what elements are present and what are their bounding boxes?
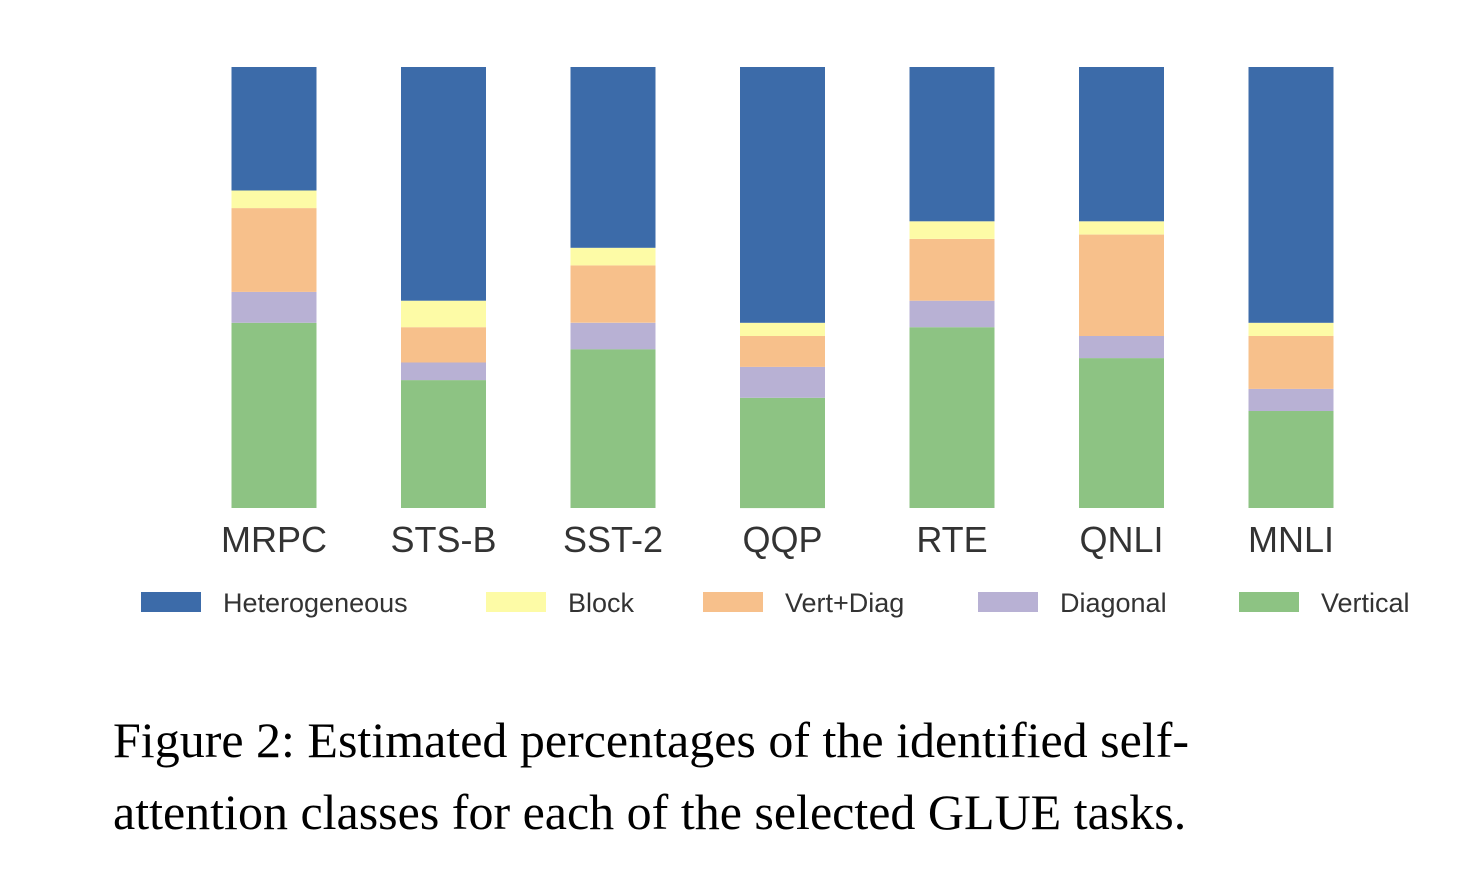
bar-qnli-block xyxy=(1079,221,1164,235)
bar-qqp-vertical xyxy=(740,397,825,509)
bar-rte-vert-diag xyxy=(909,239,995,301)
bar-mnli-vert-diag xyxy=(1248,336,1334,389)
x-tick-label: QQP xyxy=(742,519,822,560)
x-tick-labels: MRPC STS-B SST-2 QQP RTE QNLI MNLI xyxy=(221,519,1334,560)
x-tick-label: SST-2 xyxy=(563,519,663,560)
bar-qqp-diagonal xyxy=(740,366,825,398)
bar-mnli-vertical xyxy=(1248,411,1334,508)
bar-sts-b-diagonal xyxy=(401,362,486,381)
bar-rte-heterogeneous xyxy=(909,67,995,222)
bar-sst-2-heterogeneous xyxy=(570,67,656,248)
bar-qnli-vert-diag xyxy=(1079,234,1164,336)
legend-label-block: Block xyxy=(568,588,635,618)
legend-swatch-diagonal xyxy=(978,592,1038,612)
x-tick-label: MNLI xyxy=(1248,519,1334,560)
bar-mrpc-vert-diag xyxy=(231,208,317,292)
x-tick-label: MRPC xyxy=(221,519,327,560)
bars-group xyxy=(231,67,1334,509)
x-tick-label: RTE xyxy=(916,519,987,560)
legend-label-diagonal: Diagonal xyxy=(1060,588,1167,618)
bar-rte-vertical xyxy=(909,327,995,508)
bar-qqp-heterogeneous xyxy=(740,67,825,323)
x-tick-label: QNLI xyxy=(1079,519,1163,560)
legend-swatch-vertical xyxy=(1239,592,1299,612)
legend-swatch-heterogeneous xyxy=(141,592,201,612)
x-tick-label: STS-B xyxy=(390,519,496,560)
legend-swatch-block xyxy=(486,592,546,612)
legend-label-vert-diag: Vert+Diag xyxy=(785,588,904,618)
bar-qnli-diagonal xyxy=(1079,336,1164,359)
stacked-bar-chart: MRPC STS-B SST-2 QQP RTE QNLI MNLI Heterogeneo… xyxy=(141,67,1410,618)
bar-sst-2-vertical xyxy=(570,349,656,508)
bar-mrpc-heterogeneous xyxy=(231,67,317,191)
bar-sst-2-block xyxy=(570,247,656,266)
bar-qqp-block xyxy=(740,322,825,336)
bar-qnli-heterogeneous xyxy=(1079,67,1164,222)
bar-mnli-block xyxy=(1248,322,1334,336)
bar-qqp-vert-diag xyxy=(740,336,825,367)
bar-mnli-heterogeneous xyxy=(1248,67,1334,323)
legend-swatch-vert-diag xyxy=(703,592,763,612)
bar-mnli-diagonal xyxy=(1248,388,1334,411)
bar-sts-b-heterogeneous xyxy=(401,67,486,301)
bar-sst-2-diagonal xyxy=(570,322,656,350)
bar-mrpc-block xyxy=(231,190,317,209)
legend: Heterogeneous Block Vert+Diag Diagonal Verti… xyxy=(141,588,1410,618)
figure-caption: Figure 2: Estimated percentages of the i… xyxy=(113,704,1453,848)
caption-line-2: attention classes for each of the select… xyxy=(113,784,1187,840)
bar-rte-diagonal xyxy=(909,300,995,328)
bar-rte-block xyxy=(909,221,995,239)
legend-label-vertical: Vertical xyxy=(1321,588,1410,618)
legend-label-heterogeneous: Heterogeneous xyxy=(223,588,408,618)
bar-sts-b-vert-diag xyxy=(401,327,486,363)
bar-sst-2-vert-diag xyxy=(570,265,656,323)
bar-mrpc-vertical xyxy=(231,322,317,508)
caption-line-1: Figure 2: Estimated percentages of the i… xyxy=(113,712,1190,768)
bar-sts-b-block xyxy=(401,300,486,328)
bar-sts-b-vertical xyxy=(401,380,486,508)
bar-mrpc-diagonal xyxy=(231,291,317,323)
bar-qnli-vertical xyxy=(1079,358,1164,508)
